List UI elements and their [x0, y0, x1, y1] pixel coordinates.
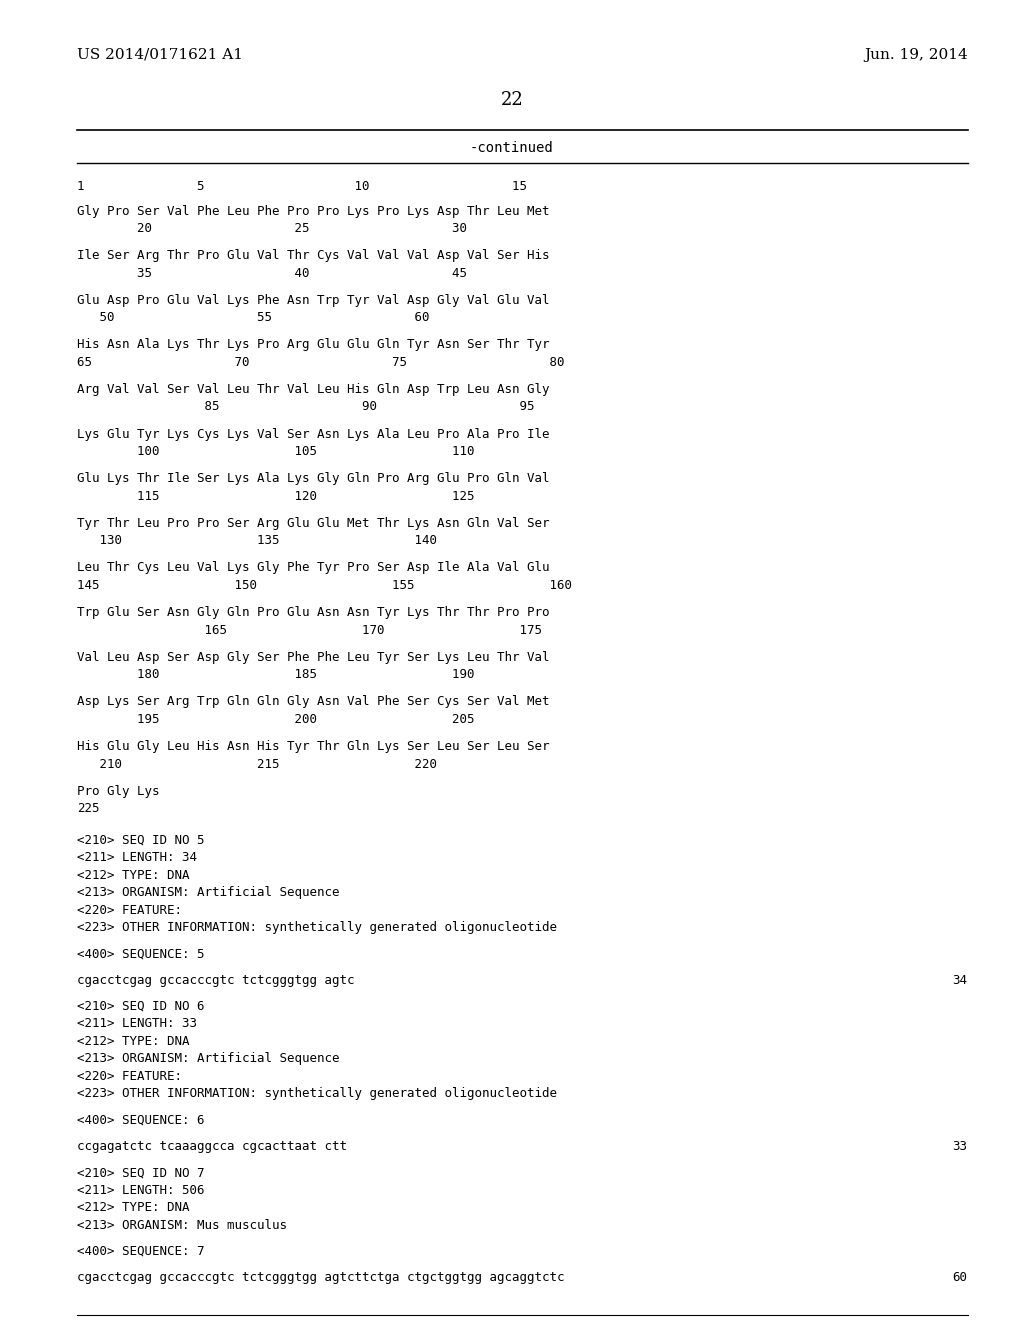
Text: Glu Asp Pro Glu Val Lys Phe Asn Trp Tyr Val Asp Gly Val Glu Val: Glu Asp Pro Glu Val Lys Phe Asn Trp Tyr …: [77, 294, 549, 306]
Text: Glu Lys Thr Ile Ser Lys Ala Lys Gly Gln Pro Arg Glu Pro Gln Val: Glu Lys Thr Ile Ser Lys Ala Lys Gly Gln …: [77, 473, 549, 486]
Text: 35                   40                   45: 35 40 45: [77, 267, 467, 280]
Text: cgacctcgag gccacccgtc tctcgggtgg agtcttctga ctgctggtgg agcaggtctc: cgacctcgag gccacccgtc tctcgggtgg agtcttc…: [77, 1271, 564, 1284]
Text: 130                  135                  140: 130 135 140: [77, 535, 437, 548]
Text: Ile Ser Arg Thr Pro Glu Val Thr Cys Val Val Val Asp Val Ser His: Ile Ser Arg Thr Pro Glu Val Thr Cys Val …: [77, 249, 549, 263]
Text: Lys Glu Tyr Lys Cys Lys Val Ser Asn Lys Ala Leu Pro Ala Pro Ile: Lys Glu Tyr Lys Cys Lys Val Ser Asn Lys …: [77, 428, 549, 441]
Text: <212> TYPE: DNA: <212> TYPE: DNA: [77, 869, 189, 882]
Text: <223> OTHER INFORMATION: synthetically generated oligonucleotide: <223> OTHER INFORMATION: synthetically g…: [77, 1088, 557, 1101]
Text: Leu Thr Cys Leu Val Lys Gly Phe Tyr Pro Ser Asp Ile Ala Val Glu: Leu Thr Cys Leu Val Lys Gly Phe Tyr Pro …: [77, 561, 549, 574]
Text: 20                   25                   30: 20 25 30: [77, 222, 467, 235]
Text: Asp Lys Ser Arg Trp Gln Gln Gly Asn Val Phe Ser Cys Ser Val Met: Asp Lys Ser Arg Trp Gln Gln Gly Asn Val …: [77, 696, 549, 709]
Text: 34: 34: [952, 974, 968, 986]
Text: US 2014/0171621 A1: US 2014/0171621 A1: [77, 48, 243, 62]
Text: 210                  215                  220: 210 215 220: [77, 758, 437, 771]
Text: <220> FEATURE:: <220> FEATURE:: [77, 904, 182, 916]
Text: 50                   55                   60: 50 55 60: [77, 312, 429, 325]
Text: <400> SEQUENCE: 6: <400> SEQUENCE: 6: [77, 1114, 205, 1127]
Text: <400> SEQUENCE: 5: <400> SEQUENCE: 5: [77, 948, 205, 961]
Text: -continued: -continued: [470, 141, 554, 154]
Text: 33: 33: [952, 1140, 968, 1152]
Text: Tyr Thr Leu Pro Pro Ser Arg Glu Glu Met Thr Lys Asn Gln Val Ser: Tyr Thr Leu Pro Pro Ser Arg Glu Glu Met …: [77, 517, 549, 529]
Text: 145                  150                  155                  160: 145 150 155 160: [77, 579, 571, 591]
Text: <211> LENGTH: 34: <211> LENGTH: 34: [77, 851, 197, 865]
Text: <212> TYPE: DNA: <212> TYPE: DNA: [77, 1035, 189, 1048]
Text: Jun. 19, 2014: Jun. 19, 2014: [864, 48, 968, 62]
Text: <220> FEATURE:: <220> FEATURE:: [77, 1071, 182, 1082]
Text: <212> TYPE: DNA: <212> TYPE: DNA: [77, 1201, 189, 1214]
Text: 85                   90                   95: 85 90 95: [77, 400, 535, 413]
Text: <213> ORGANISM: Artificial Sequence: <213> ORGANISM: Artificial Sequence: [77, 1052, 339, 1065]
Text: 65                   70                   75                   80: 65 70 75 80: [77, 356, 564, 368]
Text: Gly Pro Ser Val Phe Leu Phe Pro Pro Lys Pro Lys Asp Thr Leu Met: Gly Pro Ser Val Phe Leu Phe Pro Pro Lys …: [77, 205, 549, 218]
Text: <223> OTHER INFORMATION: synthetically generated oligonucleotide: <223> OTHER INFORMATION: synthetically g…: [77, 921, 557, 935]
Text: Val Leu Asp Ser Asp Gly Ser Phe Phe Leu Tyr Ser Lys Leu Thr Val: Val Leu Asp Ser Asp Gly Ser Phe Phe Leu …: [77, 651, 549, 664]
Text: 180                  185                  190: 180 185 190: [77, 668, 474, 681]
Text: <400> SEQUENCE: 7: <400> SEQUENCE: 7: [77, 1245, 205, 1258]
Text: <213> ORGANISM: Mus musculus: <213> ORGANISM: Mus musculus: [77, 1218, 287, 1232]
Text: 100                  105                  110: 100 105 110: [77, 445, 474, 458]
Text: 165                  170                  175: 165 170 175: [77, 623, 542, 636]
Text: Pro Gly Lys: Pro Gly Lys: [77, 784, 160, 797]
Text: ccgagatctc tcaaaggcca cgcacttaat ctt: ccgagatctc tcaaaggcca cgcacttaat ctt: [77, 1140, 347, 1152]
Text: cgacctcgag gccacccgtc tctcgggtgg agtc: cgacctcgag gccacccgtc tctcgggtgg agtc: [77, 974, 354, 986]
Text: <210> SEQ ID NO 5: <210> SEQ ID NO 5: [77, 834, 205, 846]
Text: 195                  200                  205: 195 200 205: [77, 713, 474, 726]
Text: 1               5                    10                   15: 1 5 10 15: [77, 180, 526, 193]
Text: 60: 60: [952, 1271, 968, 1284]
Text: <211> LENGTH: 33: <211> LENGTH: 33: [77, 1018, 197, 1031]
Text: 22: 22: [501, 91, 523, 110]
Text: <210> SEQ ID NO 7: <210> SEQ ID NO 7: [77, 1166, 205, 1179]
Text: Trp Glu Ser Asn Gly Gln Pro Glu Asn Asn Tyr Lys Thr Thr Pro Pro: Trp Glu Ser Asn Gly Gln Pro Glu Asn Asn …: [77, 606, 549, 619]
Text: His Asn Ala Lys Thr Lys Pro Arg Glu Glu Gln Tyr Asn Ser Thr Tyr: His Asn Ala Lys Thr Lys Pro Arg Glu Glu …: [77, 338, 549, 351]
Text: <213> ORGANISM: Artificial Sequence: <213> ORGANISM: Artificial Sequence: [77, 886, 339, 899]
Text: <211> LENGTH: 506: <211> LENGTH: 506: [77, 1184, 205, 1197]
Text: 225: 225: [77, 803, 99, 816]
Text: <210> SEQ ID NO 6: <210> SEQ ID NO 6: [77, 999, 205, 1012]
Text: 115                  120                  125: 115 120 125: [77, 490, 474, 503]
Text: His Glu Gly Leu His Asn His Tyr Thr Gln Lys Ser Leu Ser Leu Ser: His Glu Gly Leu His Asn His Tyr Thr Gln …: [77, 741, 549, 752]
Text: Arg Val Val Ser Val Leu Thr Val Leu His Gln Asp Trp Leu Asn Gly: Arg Val Val Ser Val Leu Thr Val Leu His …: [77, 383, 549, 396]
